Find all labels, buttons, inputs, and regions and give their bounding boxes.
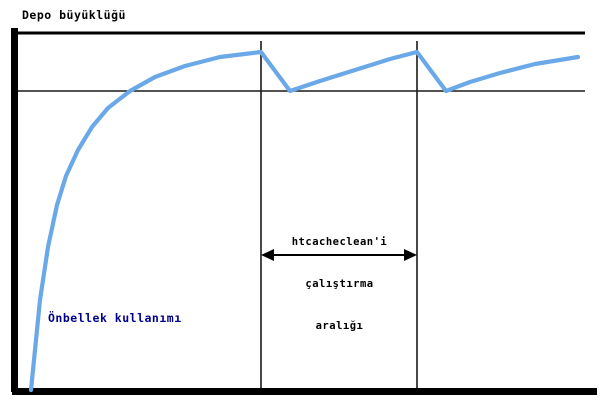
interval-annotation: htcacheclean'i çalıştırma aralığı: [261, 207, 418, 361]
cache-usage-label: Önbellek kullanımı: [48, 311, 182, 325]
interval-annotation-line-1: htcacheclean'i: [291, 236, 388, 248]
interval-arrow-head-left: [261, 249, 274, 261]
interval-arrow: [261, 249, 417, 261]
interval-arrow-head-right: [404, 249, 417, 261]
y-axis-title: Depo büyüklüğü: [22, 8, 126, 22]
interval-annotation-line-3: aralığı: [315, 320, 364, 332]
cache-usage-curve: [28, 49, 581, 393]
interval-annotation-line-2: çalıştırma: [305, 278, 374, 290]
